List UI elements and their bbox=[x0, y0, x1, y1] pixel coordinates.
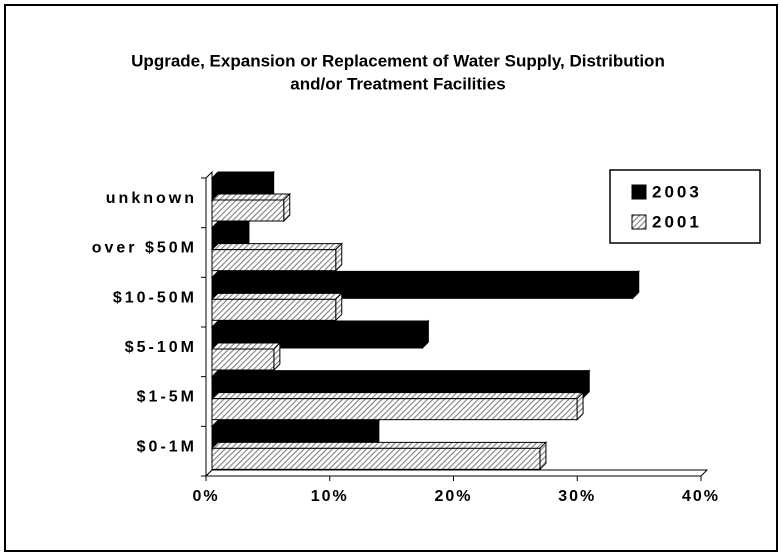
bar-face bbox=[210, 320, 430, 328]
bar-face bbox=[211, 249, 337, 272]
legend-box bbox=[609, 169, 761, 244]
bar-face bbox=[210, 243, 343, 251]
bar bbox=[210, 192, 291, 223]
bar-face bbox=[210, 292, 343, 300]
bar bbox=[210, 441, 548, 471]
bar-face bbox=[211, 447, 541, 470]
chart-title: and/or Treatment Facilities bbox=[290, 74, 505, 93]
bar-face bbox=[211, 199, 285, 222]
legend-swatch bbox=[631, 184, 647, 200]
y-tick-label: $0-1M bbox=[137, 438, 197, 455]
bar bbox=[210, 242, 343, 272]
legend-label: 2003 bbox=[652, 182, 702, 201]
y-tick-label: $10-50M bbox=[113, 289, 197, 306]
x-tick-label: 0% bbox=[192, 488, 219, 505]
axis-wall bbox=[205, 170, 213, 478]
bar bbox=[210, 292, 343, 322]
bar bbox=[210, 341, 282, 372]
bar-face bbox=[211, 348, 275, 371]
y-tick-label: $1-5M bbox=[137, 389, 197, 406]
chart-title: Upgrade, Expansion or Replacement of Wat… bbox=[131, 51, 665, 70]
x-tick-label: 10% bbox=[311, 488, 349, 505]
bar-face bbox=[210, 370, 591, 378]
bar-face bbox=[210, 342, 282, 350]
bar-face bbox=[210, 441, 548, 449]
bar-face bbox=[210, 419, 381, 427]
y-tick-label: $5-10M bbox=[125, 339, 197, 356]
legend-swatch bbox=[631, 214, 647, 230]
bar-face bbox=[210, 193, 291, 201]
bar-face bbox=[211, 298, 337, 321]
bar-face bbox=[210, 392, 585, 400]
bar-face bbox=[211, 398, 578, 421]
x-tick-label: 40% bbox=[682, 488, 720, 505]
y-tick-label: over $50M bbox=[92, 240, 197, 257]
bar-face bbox=[210, 270, 640, 278]
axis-floor bbox=[204, 469, 709, 477]
x-tick-label: 30% bbox=[558, 488, 596, 505]
bar-face bbox=[210, 171, 275, 179]
bar bbox=[210, 391, 585, 421]
legend-label: 2001 bbox=[652, 212, 702, 231]
x-tick-label: 20% bbox=[434, 488, 472, 505]
y-tick-label: unknown bbox=[106, 190, 197, 207]
